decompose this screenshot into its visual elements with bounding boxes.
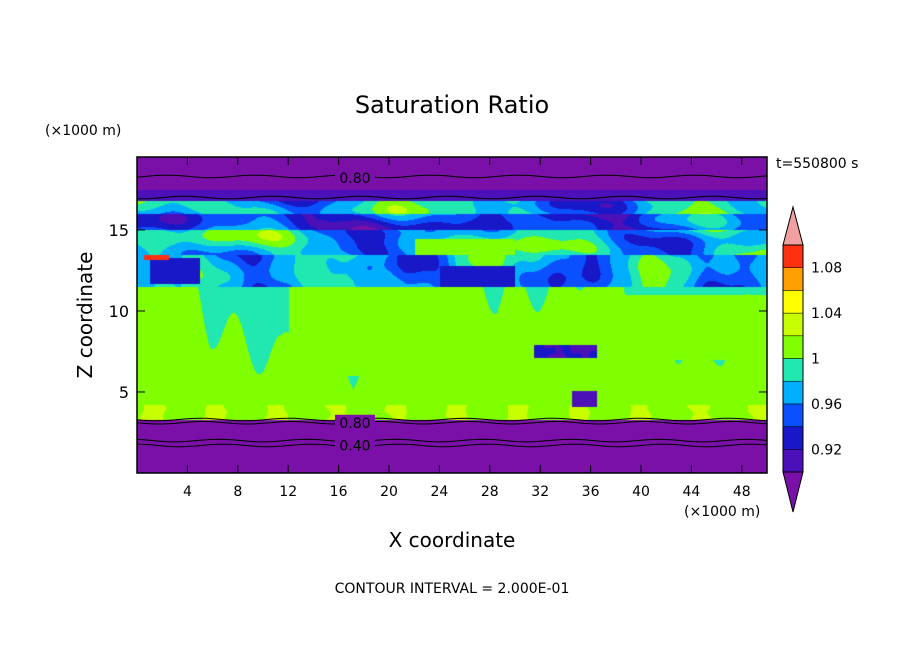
contour-label: 0.80 bbox=[339, 171, 370, 187]
x-tick-label: 32 bbox=[531, 484, 549, 500]
colorbar-segment bbox=[782, 267, 804, 291]
x-tick-label: 24 bbox=[430, 484, 448, 500]
x-tick-label: 16 bbox=[330, 484, 348, 500]
colorbar-segment bbox=[782, 426, 804, 450]
colorbar-tick-label: 0.92 bbox=[811, 442, 842, 458]
colorbar-segment bbox=[782, 449, 804, 473]
contour-lines bbox=[137, 174, 767, 448]
x-tick-label: 28 bbox=[481, 484, 499, 500]
x-tick-label: 20 bbox=[380, 484, 398, 500]
plot-frame bbox=[136, 156, 768, 474]
contour-line bbox=[137, 195, 767, 200]
colorbar-segment bbox=[782, 358, 804, 382]
colorbar-segment bbox=[782, 380, 804, 405]
y-tick-label: 10 bbox=[109, 302, 129, 321]
colorbar-under-arrow bbox=[782, 471, 804, 513]
colorbar-segment bbox=[782, 290, 804, 314]
y-unit-label: (×1000 m) bbox=[45, 123, 121, 139]
contour-label-background bbox=[334, 437, 375, 454]
contour-label: 0.40 bbox=[339, 438, 370, 454]
y-axis-label: Z coordinate bbox=[73, 252, 97, 379]
contour-label-background bbox=[334, 414, 375, 431]
colorbar-segment bbox=[782, 244, 804, 268]
x-axis: 4 8 12 16 20 24 28 32 36 40 44 48 bbox=[183, 157, 751, 500]
colorbar-tick-label: 1.08 bbox=[811, 261, 842, 277]
x-tick-label: 8 bbox=[233, 484, 242, 500]
x-tick-label: 4 bbox=[183, 484, 192, 500]
time-label: t=550800 s bbox=[776, 156, 858, 172]
colorbar-tick-label: 1.04 bbox=[811, 306, 842, 322]
colorbar-over-arrow bbox=[782, 205, 804, 246]
contour-line bbox=[137, 174, 767, 179]
chart-title: Saturation Ratio bbox=[355, 91, 549, 119]
contour-label: 0.80 bbox=[339, 416, 370, 432]
y-axis: 5 10 15 bbox=[109, 221, 767, 402]
x-tick-label: 36 bbox=[582, 484, 600, 500]
contour-labels: 0.80 0.80 0.40 bbox=[334, 170, 375, 454]
x-tick-label: 40 bbox=[632, 484, 650, 500]
colorbar-segment bbox=[782, 403, 804, 427]
contour-line bbox=[137, 421, 767, 425]
colorbar-segment bbox=[782, 312, 804, 337]
x-tick-label: 44 bbox=[682, 484, 700, 500]
y-tick-label: 15 bbox=[109, 221, 129, 240]
x-axis-label: X coordinate bbox=[389, 528, 516, 552]
colorbar-segment bbox=[782, 335, 804, 359]
y-tick-label: 5 bbox=[119, 383, 129, 402]
colorbar-labels: 0.92 0.96 1 1.04 1.08 bbox=[811, 261, 842, 459]
contour-line bbox=[137, 443, 767, 448]
colorbar-tick-label: 1 bbox=[811, 352, 820, 368]
x-unit-label: (×1000 m) bbox=[684, 504, 760, 520]
heatmap-raster bbox=[137, 157, 767, 473]
colorbar-tick-label: 0.96 bbox=[811, 397, 842, 413]
contour-line bbox=[137, 438, 767, 443]
colorbar bbox=[782, 205, 804, 513]
contour-label-background bbox=[334, 170, 375, 187]
x-tick-label: 48 bbox=[733, 484, 751, 500]
heatmap-field bbox=[137, 157, 767, 473]
x-tick-label: 12 bbox=[279, 484, 297, 500]
contour-interval-label: CONTOUR INTERVAL = 2.000E-01 bbox=[335, 581, 570, 597]
colorbar-frame bbox=[782, 244, 804, 473]
contour-line bbox=[137, 417, 767, 422]
